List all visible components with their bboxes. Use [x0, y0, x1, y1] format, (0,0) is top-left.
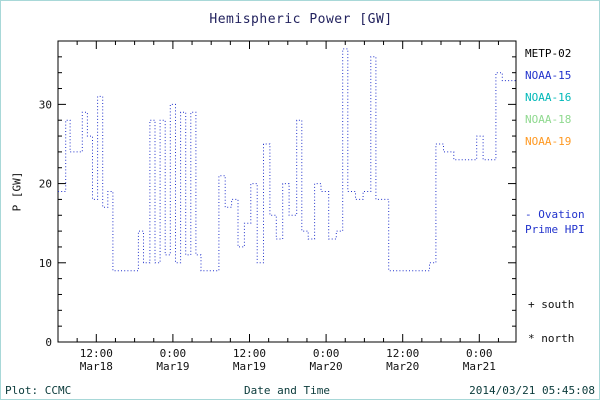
- svg-text:30: 30: [39, 98, 52, 111]
- chart-title: Hemispheric Power [GW]: [209, 12, 393, 27]
- legend-item-noaa-18: NOAA-18: [525, 113, 572, 126]
- svg-text:Mar19: Mar19: [233, 360, 266, 373]
- ovation-legend-line1: - Ovation: [525, 208, 585, 221]
- svg-text:Mar20: Mar20: [386, 360, 419, 373]
- svg-text:Mar21: Mar21: [463, 360, 496, 373]
- marker-south-label: south: [541, 298, 575, 311]
- svg-text:12:00: 12:00: [80, 347, 113, 360]
- plot-timestamp: 2014/03/21 05:45:08: [469, 384, 595, 397]
- legend-item-noaa-15: NOAA-15: [525, 69, 572, 82]
- svg-text:Mar20: Mar20: [310, 360, 343, 373]
- legend-marker-south: + south: [528, 298, 574, 311]
- legend-item-metp-02: METP-02: [525, 47, 572, 60]
- svg-text:10: 10: [39, 257, 52, 270]
- ovation-legend-line2: Prime HPI: [525, 223, 585, 236]
- svg-text:Mar19: Mar19: [156, 360, 189, 373]
- marker-north-label: north: [541, 332, 575, 345]
- svg-text:12:00: 12:00: [233, 347, 266, 360]
- asterisk-symbol-icon: *: [528, 332, 535, 345]
- legend-marker-north: * north: [528, 332, 574, 345]
- legend-ovation-prime-hpi: - Ovation Prime HPI: [525, 207, 585, 237]
- svg-text:0:00: 0:00: [313, 347, 340, 360]
- legend-item-noaa-16: NOAA-16: [525, 91, 572, 104]
- svg-text:Mar18: Mar18: [80, 360, 113, 373]
- plus-symbol-icon: +: [528, 298, 535, 311]
- plot-credit: Plot: CCMC: [5, 384, 72, 397]
- svg-text:0:00: 0:00: [160, 347, 187, 360]
- svg-text:0: 0: [45, 336, 52, 349]
- legend-item-noaa-19: NOAA-19: [525, 135, 572, 148]
- svg-text:12:00: 12:00: [386, 347, 419, 360]
- x-axis-label: Date and Time: [243, 384, 331, 397]
- legend-satellites: METP-02 NOAA-15 NOAA-16 NOAA-18 NOAA-19: [525, 43, 571, 153]
- svg-text:20: 20: [39, 178, 52, 191]
- svg-text:0:00: 0:00: [466, 347, 493, 360]
